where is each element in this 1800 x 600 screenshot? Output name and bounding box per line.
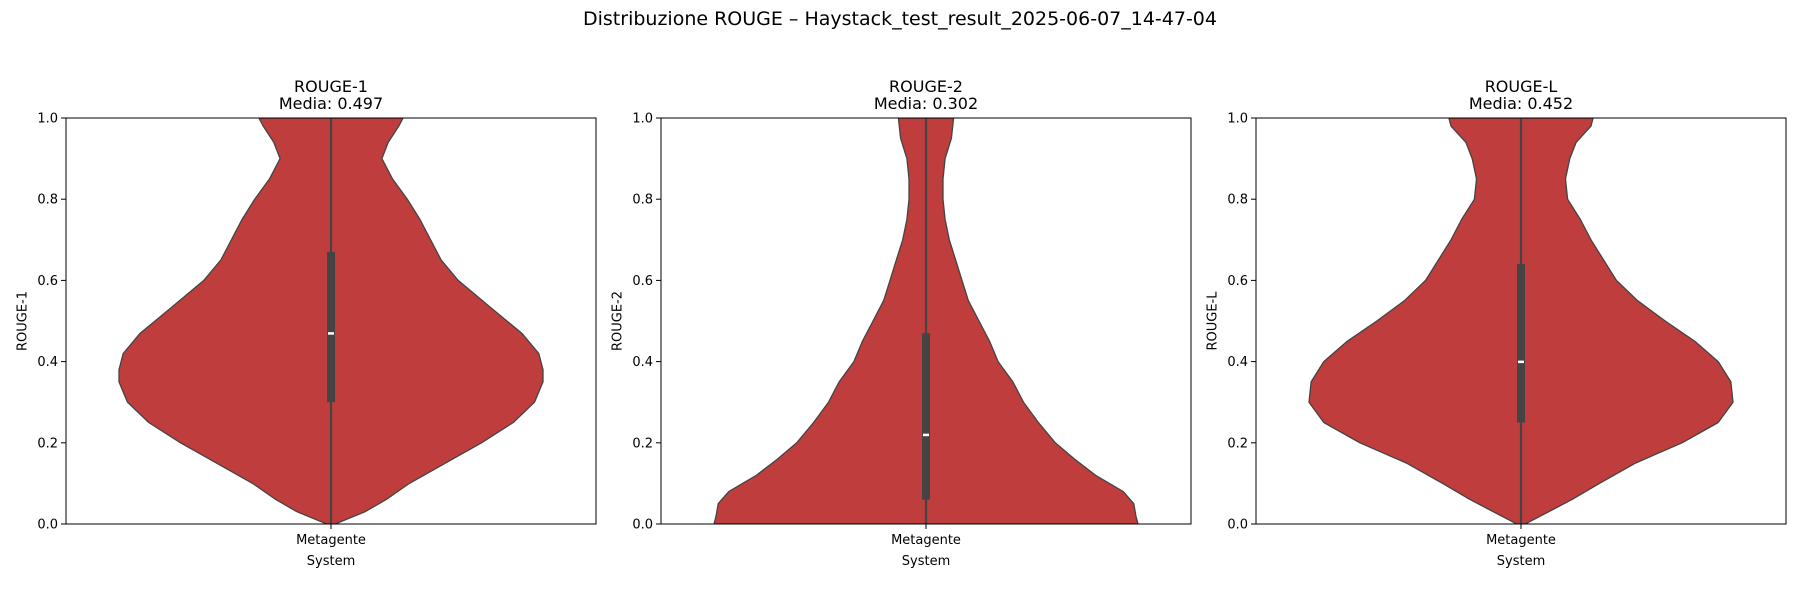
- y-tick-label: 0.6: [632, 274, 653, 289]
- violin-panel: 0.0 0.2 0.4 0.6 0.8 1.0 Metagente System ROUGE-2…: [611, 77, 1192, 569]
- x-axis-label: System: [902, 554, 950, 569]
- x-axis-label: System: [307, 554, 355, 569]
- y-tick-label: 0.4: [632, 355, 653, 370]
- y-axis-label: ROUGE-L: [1206, 291, 1221, 351]
- violin-panel: 0.0 0.2 0.4 0.6 0.8 1.0 Metagente System ROUGE-1…: [16, 77, 597, 569]
- x-tick-label: Metagente: [891, 533, 961, 548]
- y-tick-label: 0.0: [1227, 518, 1248, 533]
- y-tick-label: 0.0: [37, 518, 58, 533]
- y-axis-label: ROUGE-2: [611, 291, 626, 351]
- y-tick-label: 0.4: [37, 355, 58, 370]
- panel-subtitle: Media: 0.452: [1469, 94, 1573, 113]
- y-tick-label: 1.0: [1227, 112, 1248, 127]
- y-tick-label: 0.0: [632, 518, 653, 533]
- x-tick-label: Metagente: [1486, 533, 1556, 548]
- y-tick-label: 1.0: [37, 112, 58, 127]
- y-tick-label: 0.6: [37, 274, 58, 289]
- median-marker: [328, 332, 334, 335]
- panel-subtitle: Media: 0.497: [279, 94, 383, 113]
- panel-subtitle: Media: 0.302: [874, 94, 978, 113]
- y-tick-label: 0.4: [1227, 355, 1248, 370]
- y-tick-label: 0.6: [1227, 274, 1248, 289]
- median-marker: [923, 433, 929, 437]
- y-tick-label: 0.8: [1227, 193, 1248, 208]
- iqr-box: [1517, 264, 1525, 423]
- y-tick-label: 1.0: [632, 112, 653, 127]
- y-tick-label: 0.2: [37, 436, 58, 451]
- panel-title: ROUGE-2: [889, 77, 963, 96]
- y-tick-label: 0.8: [632, 193, 653, 208]
- median-marker: [1518, 360, 1524, 364]
- x-tick-label: Metagente: [296, 533, 366, 548]
- iqr-box: [327, 251, 335, 403]
- y-axis-label: ROUGE-1: [16, 291, 31, 351]
- y-tick-label: 0.2: [1227, 436, 1248, 451]
- panel-title: ROUGE-L: [1485, 77, 1558, 96]
- iqr-box: [922, 333, 930, 500]
- x-axis-label: System: [1497, 554, 1545, 569]
- figure-suptitle: Distribuzione ROUGE – Haystack_test_resu…: [583, 8, 1217, 30]
- violin-panel: 0.0 0.2 0.4 0.6 0.8 1.0 Metagente System ROUGE-L…: [1206, 77, 1787, 569]
- panel-title: ROUGE-1: [294, 77, 368, 96]
- y-tick-label: 0.2: [632, 436, 653, 451]
- y-tick-label: 0.8: [37, 193, 58, 208]
